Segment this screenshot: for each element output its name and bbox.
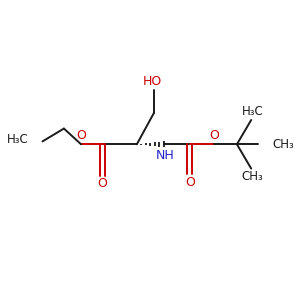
Text: O: O (209, 129, 219, 142)
Text: CH₃: CH₃ (242, 170, 263, 183)
Text: HO: HO (143, 75, 162, 88)
Text: H₃C: H₃C (242, 106, 263, 118)
Text: O: O (98, 177, 107, 190)
Text: CH₃: CH₃ (273, 138, 294, 151)
Text: H₃C: H₃C (6, 134, 28, 146)
Text: NH: NH (156, 148, 175, 162)
Text: O: O (76, 129, 86, 142)
Text: O: O (185, 176, 195, 189)
